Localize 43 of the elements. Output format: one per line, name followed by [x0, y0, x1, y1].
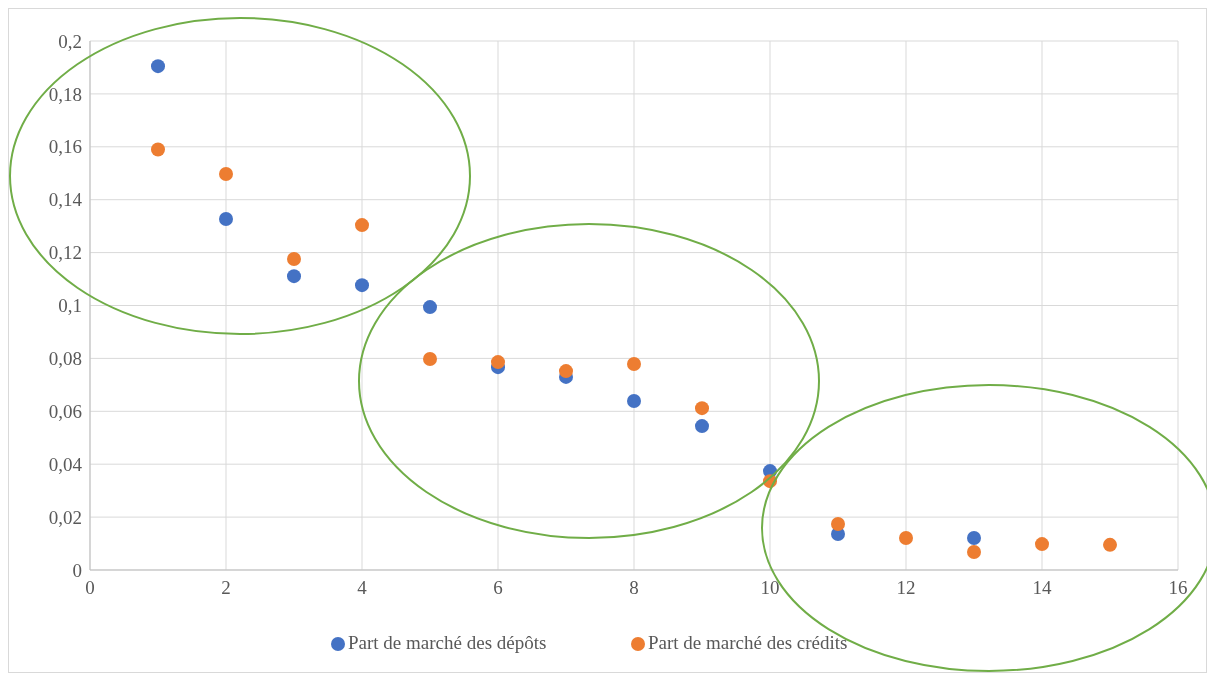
point — [491, 355, 505, 370]
legend-label: Part de marché des crédits — [648, 632, 848, 653]
y-tick-label: 0,04 — [48, 453, 83, 475]
point — [287, 251, 301, 266]
point — [423, 351, 437, 366]
y-tick-label: 0,2 — [58, 30, 82, 52]
point — [1103, 537, 1117, 552]
y-tick-label: 0,02 — [48, 506, 82, 528]
point — [355, 218, 369, 233]
point — [559, 364, 573, 379]
point — [967, 545, 981, 560]
point — [627, 356, 641, 371]
x-tick-label: 16 — [1168, 577, 1188, 599]
y-tick-label: 0,06 — [48, 400, 82, 422]
point — [151, 142, 165, 157]
y-tick-label: 0,08 — [48, 348, 82, 370]
x-tick-label: 12 — [896, 577, 916, 599]
y-tick-label: 0,16 — [48, 136, 82, 158]
x-tick-label: 2 — [221, 577, 231, 599]
x-tick-label: 6 — [493, 577, 503, 599]
y-tick-label: 0,1 — [58, 295, 82, 317]
legend-label: Part de marché des dépôts — [348, 632, 547, 653]
point — [423, 300, 437, 315]
point — [695, 419, 709, 434]
point — [219, 212, 233, 227]
y-tick-label: 0,14 — [48, 189, 83, 211]
point — [355, 278, 369, 293]
x-tick-label: 10 — [760, 577, 780, 599]
point — [695, 401, 709, 416]
point — [831, 516, 845, 531]
point — [899, 531, 913, 545]
x-tick-label: 8 — [629, 577, 639, 599]
y-tick-label: 0 — [72, 559, 82, 581]
x-tick-label: 14 — [1032, 577, 1052, 599]
point — [1035, 537, 1049, 552]
y-tick-label: 0,12 — [48, 242, 82, 264]
point — [287, 269, 301, 284]
x-tick-label: 4 — [357, 577, 368, 599]
y-tick-label: 0,18 — [48, 83, 82, 105]
point — [219, 167, 233, 182]
point — [627, 393, 641, 408]
point — [967, 531, 981, 545]
point — [151, 59, 165, 74]
